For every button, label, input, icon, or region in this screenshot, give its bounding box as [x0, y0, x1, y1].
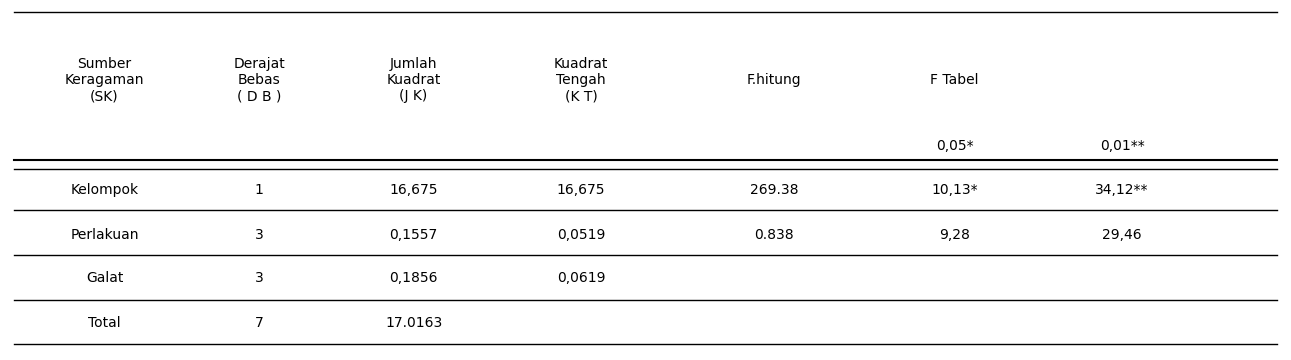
Text: 1: 1 [254, 183, 263, 197]
Text: 3: 3 [254, 228, 263, 242]
Text: 0,01**: 0,01** [1100, 139, 1145, 153]
Text: 0,05*: 0,05* [936, 139, 973, 153]
Text: 0.838: 0.838 [754, 228, 794, 242]
Text: 0,1557: 0,1557 [390, 228, 438, 242]
Text: Kelompok: Kelompok [71, 183, 138, 197]
Text: Perlakuan: Perlakuan [70, 228, 138, 242]
Text: 34,12**: 34,12** [1095, 183, 1149, 197]
Text: 29,46: 29,46 [1103, 228, 1143, 242]
Text: 10,13*: 10,13* [931, 183, 979, 197]
Text: 17.0163: 17.0163 [385, 316, 443, 330]
Text: Sumber
Keragaman
(SK): Sumber Keragaman (SK) [65, 57, 145, 103]
Text: 16,675: 16,675 [390, 183, 438, 197]
Text: 0,0519: 0,0519 [556, 228, 605, 242]
Text: Kuadrat
Tengah
(K T): Kuadrat Tengah (K T) [554, 57, 608, 103]
Text: Total: Total [88, 316, 121, 330]
Text: F.hitung: F.hitung [747, 73, 802, 87]
Text: Derajat
Bebas
( D B ): Derajat Bebas ( D B ) [234, 57, 285, 103]
Text: 3: 3 [254, 271, 263, 285]
Text: 16,675: 16,675 [556, 183, 605, 197]
Text: 269.38: 269.38 [750, 183, 799, 197]
Text: 7: 7 [254, 316, 263, 330]
Text: 0,1856: 0,1856 [390, 271, 438, 285]
Text: Galat: Galat [85, 271, 123, 285]
Text: 9,28: 9,28 [940, 228, 970, 242]
Text: Jumlah
Kuadrat
(J K): Jumlah Kuadrat (J K) [386, 57, 440, 103]
Text: F Tabel: F Tabel [931, 73, 979, 87]
Text: 0,0619: 0,0619 [556, 271, 605, 285]
